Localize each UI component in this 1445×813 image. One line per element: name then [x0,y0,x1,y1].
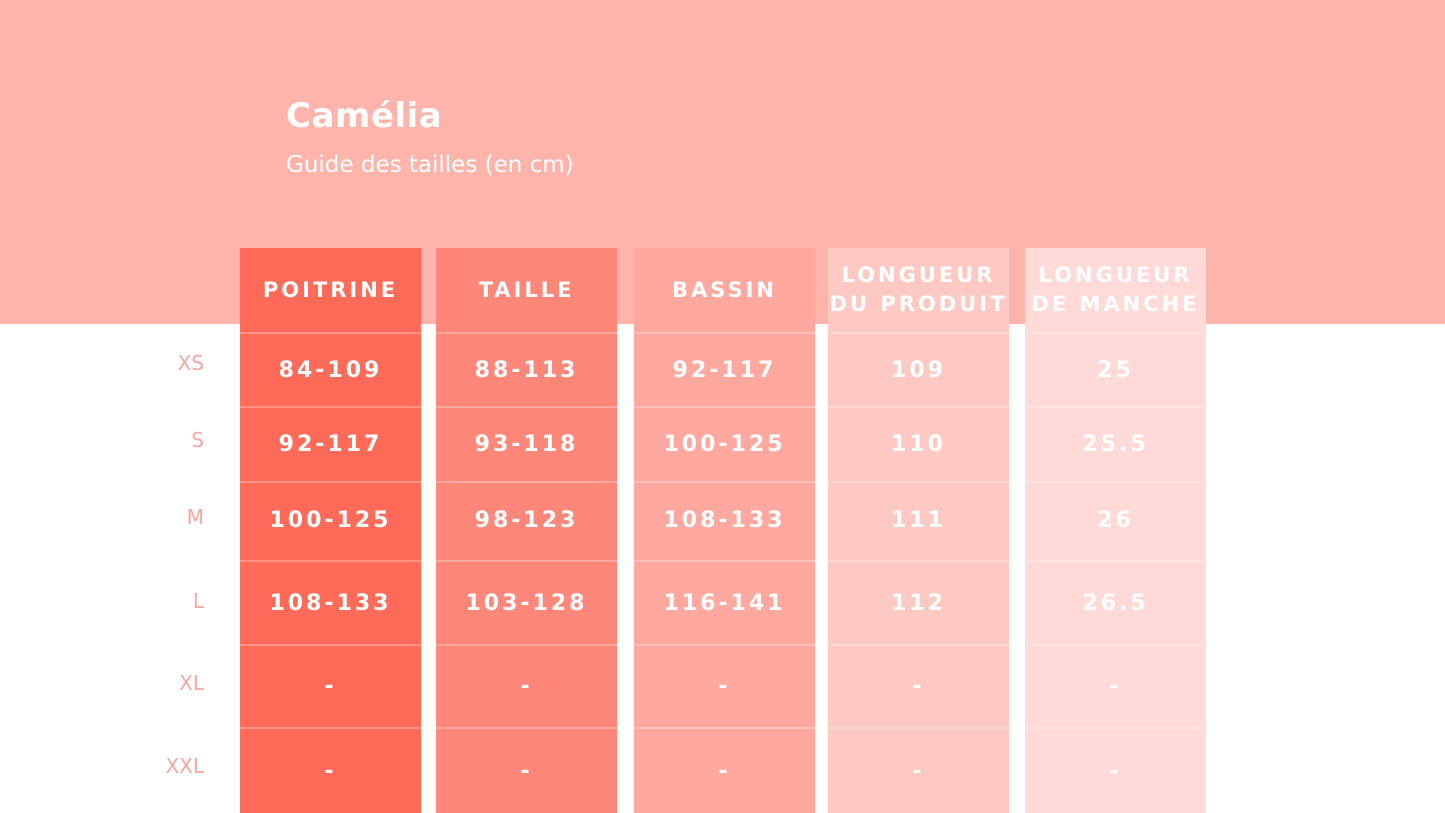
row-divider [436,332,617,334]
cell-bassin-xs: 92-117 [672,357,777,383]
page-title: Camélia [286,96,443,136]
size-label-l: L [192,589,204,613]
cell-bassin-xxl: - [718,758,731,784]
cell-poitrine-s: 92-117 [278,431,383,457]
cell-longueur-manche-xxl: - [1109,758,1122,784]
size-label-xxl: XXL [165,754,204,778]
cell-longueur-manche-m: 26 [1097,508,1134,533]
row-divider [634,644,815,646]
row-divider [828,481,1009,483]
cell-bassin-m: 108-133 [663,508,786,533]
row-divider [828,406,1009,408]
size-label-xs: XS [177,351,204,375]
row-divider [240,481,421,483]
row-divider [634,727,815,729]
size-label-s: S [191,428,204,452]
cell-taille-s: 93-118 [474,431,579,457]
row-divider [240,560,421,562]
cell-poitrine-xl: - [324,674,337,699]
row-divider [828,727,1009,729]
cell-poitrine-xs: 84-109 [278,357,383,383]
page-subtitle: Guide des tailles (en cm) [286,152,574,178]
cell-taille-l: 103-128 [465,590,588,616]
cell-poitrine-l: 108-133 [269,590,392,616]
row-divider [828,644,1009,646]
row-divider [1025,727,1206,729]
row-divider [1025,406,1206,408]
column-longueur-manche: LONGUEUR DE MANCHE 25 25.5 26 26.5 - - [1025,248,1206,813]
column-bassin: BASSIN 92-117 100-125 108-133 116-141 - … [634,248,815,813]
cell-longueur-manche-s: 25.5 [1082,431,1149,457]
cell-taille-xs: 88-113 [474,357,579,383]
cell-taille-m: 98-123 [474,508,579,533]
cell-longueur-manche-xl: - [1109,674,1122,699]
row-divider [634,481,815,483]
cell-bassin-xl: - [718,674,731,699]
column-poitrine: POITRINE 84-109 92-117 100-125 108-133 -… [240,248,421,813]
cell-longueur-produit-xs: 109 [891,357,946,383]
cell-longueur-produit-xl: - [912,674,925,699]
row-divider [634,406,815,408]
row-divider [828,560,1009,562]
column-header-bassin: BASSIN [672,277,777,302]
row-divider [436,727,617,729]
row-divider [634,332,815,334]
size-label-m: M [186,505,204,529]
cell-bassin-s: 100-125 [663,431,786,457]
row-divider [436,406,617,408]
row-divider [436,481,617,483]
cell-longueur-manche-l: 26.5 [1082,590,1149,616]
row-divider [240,727,421,729]
row-divider [240,406,421,408]
row-divider [436,644,617,646]
cell-longueur-produit-m: 111 [891,508,946,533]
size-label-xl: XL [179,671,204,695]
cell-longueur-produit-l: 112 [891,590,946,616]
cell-longueur-produit-xxl: - [912,758,925,784]
row-divider [1025,644,1206,646]
column-taille: TAILLE 88-113 93-118 98-123 103-128 - - [436,248,617,813]
row-divider [634,560,815,562]
cell-taille-xxl: - [520,758,533,784]
row-divider [240,644,421,646]
row-divider [240,332,421,334]
column-header-longueur-produit: LONGUEUR DU PRODUIT [829,263,1008,316]
cell-bassin-l: 116-141 [663,590,786,616]
cell-longueur-produit-s: 110 [891,431,946,457]
cell-poitrine-m: 100-125 [269,508,392,533]
column-header-longueur-manche: LONGUEUR DE MANCHE [1031,263,1200,316]
row-divider [1025,560,1206,562]
column-header-poitrine: POITRINE [262,277,399,302]
cell-longueur-manche-xs: 25 [1097,357,1134,383]
cell-poitrine-xxl: - [324,758,337,784]
row-divider [828,332,1009,334]
row-divider [1025,481,1206,483]
row-divider [436,560,617,562]
column-longueur-produit: LONGUEUR DU PRODUIT 109 110 111 112 - - [828,248,1009,813]
column-header-taille: TAILLE [478,277,575,302]
row-divider [1025,332,1206,334]
cell-taille-xl: - [520,674,533,699]
